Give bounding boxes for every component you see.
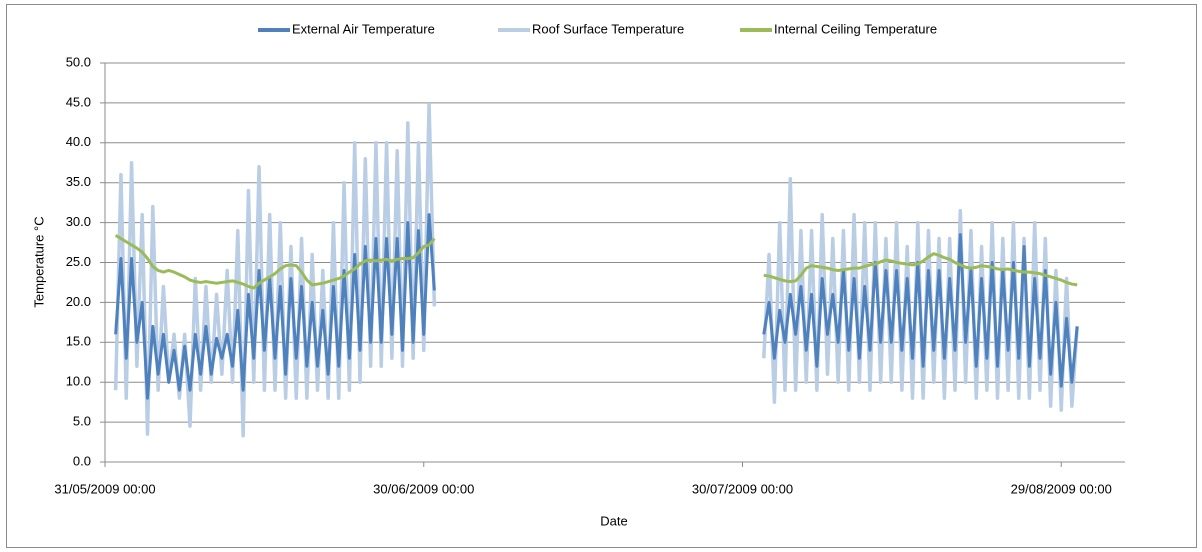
x-tick-label: 30/06/2009 00:00	[373, 481, 474, 496]
y-tick-label: 0.0	[73, 453, 91, 468]
y-tick-label: 50.0	[66, 54, 91, 69]
y-tick-label: 45.0	[66, 94, 91, 109]
series-line	[762, 233, 1079, 388]
series-line	[763, 252, 1078, 287]
y-tick-label: 30.0	[66, 214, 91, 229]
y-tick-label: 40.0	[66, 134, 91, 149]
x-tick-label: 31/05/2009 00:00	[54, 481, 155, 496]
y-tick-label: 5.0	[73, 414, 91, 429]
x-axis-title: Date	[600, 513, 627, 528]
legend-label: Internal Ceiling Temperature	[774, 21, 937, 36]
legend-label: External Air Temperature	[292, 21, 435, 36]
series-line	[114, 234, 436, 290]
y-tick-label: 25.0	[66, 254, 91, 269]
legend-label: Roof Surface Temperature	[532, 21, 684, 36]
x-tick-label: 30/07/2009 00:00	[692, 481, 793, 496]
y-tick-label: 20.0	[66, 294, 91, 309]
series-line	[114, 213, 436, 400]
y-tick-label: 35.0	[66, 174, 91, 189]
chart-border	[6, 4, 1197, 548]
y-axis-title: Temperature °C	[31, 216, 46, 307]
y-tick-label: 10.0	[66, 374, 91, 389]
y-tick-label: 15.0	[66, 334, 91, 349]
x-tick-label: 29/08/2009 00:00	[1011, 481, 1112, 496]
